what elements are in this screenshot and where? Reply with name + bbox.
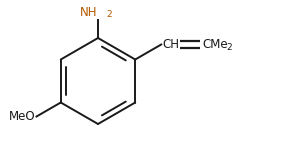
Text: 2: 2 xyxy=(226,43,232,52)
Text: NH: NH xyxy=(79,6,97,18)
Text: CH: CH xyxy=(162,38,179,51)
Text: 2: 2 xyxy=(106,10,112,19)
Text: CMe: CMe xyxy=(202,38,228,51)
Text: MeO: MeO xyxy=(9,110,35,123)
